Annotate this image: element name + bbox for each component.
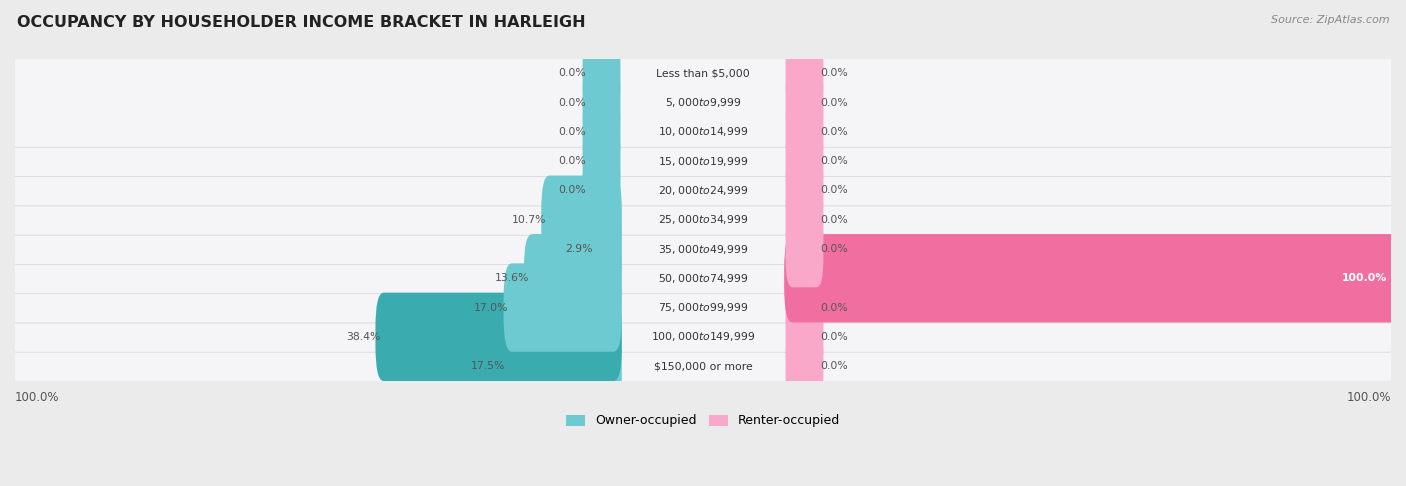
FancyBboxPatch shape (786, 152, 824, 229)
Text: Less than $5,000: Less than $5,000 (657, 69, 749, 78)
Legend: Owner-occupied, Renter-occupied: Owner-occupied, Renter-occupied (561, 409, 845, 433)
FancyBboxPatch shape (3, 292, 1403, 440)
FancyBboxPatch shape (786, 35, 824, 112)
Text: 0.0%: 0.0% (820, 244, 848, 254)
FancyBboxPatch shape (786, 328, 824, 404)
Text: 0.0%: 0.0% (820, 303, 848, 312)
FancyBboxPatch shape (503, 263, 621, 352)
Text: 10.7%: 10.7% (512, 215, 546, 225)
Text: $10,000 to $14,999: $10,000 to $14,999 (658, 125, 748, 139)
Text: 0.0%: 0.0% (820, 98, 848, 107)
FancyBboxPatch shape (3, 146, 1403, 294)
Text: 17.0%: 17.0% (474, 303, 509, 312)
FancyBboxPatch shape (786, 269, 824, 346)
Text: $20,000 to $24,999: $20,000 to $24,999 (658, 184, 748, 197)
FancyBboxPatch shape (3, 29, 1403, 176)
FancyBboxPatch shape (3, 204, 1403, 352)
Text: 0.0%: 0.0% (820, 361, 848, 371)
Text: 0.0%: 0.0% (820, 215, 848, 225)
Text: $50,000 to $74,999: $50,000 to $74,999 (658, 272, 748, 285)
FancyBboxPatch shape (786, 94, 824, 170)
FancyBboxPatch shape (582, 94, 620, 170)
Text: 0.0%: 0.0% (558, 156, 586, 166)
FancyBboxPatch shape (541, 175, 621, 264)
Text: 0.0%: 0.0% (558, 127, 586, 137)
FancyBboxPatch shape (582, 35, 620, 112)
FancyBboxPatch shape (524, 234, 621, 323)
Text: $75,000 to $99,999: $75,000 to $99,999 (658, 301, 748, 314)
FancyBboxPatch shape (3, 175, 1403, 323)
Text: 0.0%: 0.0% (558, 69, 586, 78)
FancyBboxPatch shape (786, 123, 824, 200)
FancyBboxPatch shape (3, 58, 1403, 206)
Text: 38.4%: 38.4% (346, 332, 380, 342)
Text: 2.9%: 2.9% (565, 244, 593, 254)
FancyBboxPatch shape (3, 117, 1403, 264)
Text: 0.0%: 0.0% (820, 156, 848, 166)
FancyBboxPatch shape (375, 293, 621, 381)
Text: 100.0%: 100.0% (1347, 391, 1391, 404)
Text: 100.0%: 100.0% (1343, 273, 1388, 283)
FancyBboxPatch shape (786, 64, 824, 141)
FancyBboxPatch shape (3, 87, 1403, 235)
FancyBboxPatch shape (3, 0, 1403, 147)
Text: 0.0%: 0.0% (558, 98, 586, 107)
Text: 0.0%: 0.0% (820, 69, 848, 78)
Text: $35,000 to $49,999: $35,000 to $49,999 (658, 243, 748, 256)
Text: OCCUPANCY BY HOUSEHOLDER INCOME BRACKET IN HARLEIGH: OCCUPANCY BY HOUSEHOLDER INCOME BRACKET … (17, 15, 585, 30)
FancyBboxPatch shape (501, 322, 621, 410)
FancyBboxPatch shape (786, 298, 824, 375)
FancyBboxPatch shape (786, 181, 824, 258)
FancyBboxPatch shape (786, 210, 824, 287)
Text: 0.0%: 0.0% (820, 186, 848, 195)
Text: 13.6%: 13.6% (495, 273, 529, 283)
Text: $100,000 to $149,999: $100,000 to $149,999 (651, 330, 755, 343)
Text: $150,000 or more: $150,000 or more (654, 361, 752, 371)
Text: $5,000 to $9,999: $5,000 to $9,999 (665, 96, 741, 109)
FancyBboxPatch shape (3, 263, 1403, 411)
Text: 0.0%: 0.0% (820, 332, 848, 342)
FancyBboxPatch shape (582, 64, 620, 141)
Text: 0.0%: 0.0% (820, 127, 848, 137)
FancyBboxPatch shape (582, 123, 620, 200)
FancyBboxPatch shape (588, 205, 621, 293)
Text: 0.0%: 0.0% (558, 186, 586, 195)
Text: Source: ZipAtlas.com: Source: ZipAtlas.com (1271, 15, 1389, 25)
FancyBboxPatch shape (582, 152, 620, 229)
Text: $25,000 to $34,999: $25,000 to $34,999 (658, 213, 748, 226)
FancyBboxPatch shape (785, 234, 1399, 323)
Text: $15,000 to $19,999: $15,000 to $19,999 (658, 155, 748, 168)
Text: 100.0%: 100.0% (15, 391, 59, 404)
FancyBboxPatch shape (3, 234, 1403, 382)
Text: 17.5%: 17.5% (471, 361, 505, 371)
